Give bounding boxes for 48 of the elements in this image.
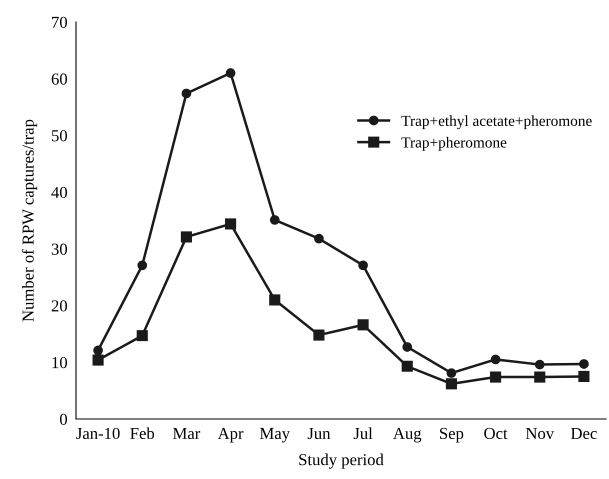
point — [534, 360, 545, 370]
x-tick-label: Nov — [526, 428, 554, 440]
point — [402, 360, 413, 372]
y-tick-label: 50 — [52, 130, 68, 142]
point — [225, 218, 236, 230]
point — [314, 234, 324, 244]
y-tick-label: 60 — [52, 73, 68, 85]
point — [358, 260, 368, 270]
legend-label: Trap+pheromone — [401, 136, 506, 151]
y-tick-label: 10 — [52, 356, 68, 368]
point — [92, 354, 104, 366]
point — [93, 346, 103, 356]
y-tick-label: 30 — [52, 244, 68, 255]
x-tick-label: Sep — [440, 428, 464, 442]
point — [182, 88, 192, 98]
x-tick-label: Mar — [173, 428, 200, 440]
point — [446, 378, 457, 390]
x-tick-label: Feb — [130, 427, 154, 440]
point — [313, 330, 324, 341]
point — [137, 260, 148, 270]
point — [269, 294, 280, 306]
point — [226, 68, 236, 78]
y-tick-label: 20 — [52, 300, 68, 312]
point — [534, 371, 546, 383]
x-tick-label: Jan-10 — [76, 428, 120, 440]
point — [490, 371, 502, 383]
x-tick-label: Jun — [308, 428, 330, 440]
point — [358, 319, 369, 330]
legend-label: Trap+ethyl acetate+pheromone — [401, 115, 592, 130]
point — [180, 231, 192, 243]
point — [136, 330, 148, 342]
x-tick-label: Dec — [570, 428, 597, 440]
y-axis-title: Number of RPW captures/trap — [22, 120, 38, 322]
x-tick-label: Jul — [354, 427, 372, 440]
x-tick-label: May — [260, 428, 290, 442]
x-tick-label: Oct — [484, 428, 508, 440]
point — [579, 359, 589, 369]
x-axis-title: Study period — [299, 454, 384, 469]
point — [490, 354, 500, 364]
x-tick-label: Aug — [393, 428, 422, 442]
y-tick-label: 0 — [60, 414, 68, 425]
point — [270, 215, 280, 225]
x-tick-label: Apr — [218, 428, 244, 442]
y-tick-label: 70 — [52, 16, 68, 28]
point — [402, 342, 412, 352]
point — [446, 368, 456, 378]
point — [578, 370, 590, 382]
y-tick-label: 40 — [51, 186, 68, 198]
